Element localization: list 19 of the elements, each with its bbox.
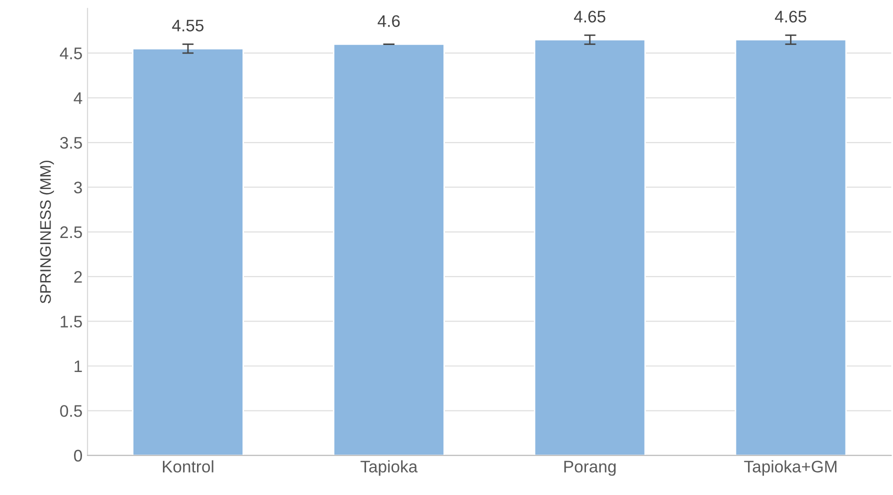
y-tick-label: 4 [74, 92, 82, 104]
y-tick-label: 2.5 [60, 226, 82, 238]
y-tick-label: 0 [74, 450, 82, 462]
x-tick-label: Tapioka [360, 460, 418, 476]
y-tick-label: 2 [74, 271, 82, 283]
x-tick-label: Kontrol [162, 460, 214, 473]
data-label: 4.65 [574, 10, 606, 23]
data-label: 4.6 [378, 15, 400, 27]
data-label: 4.55 [172, 20, 204, 32]
y-tick-label: 0.5 [60, 405, 82, 417]
y-tick-label: 1.5 [60, 316, 82, 328]
y-tick-label: 3 [74, 182, 82, 194]
x-tick-label: Porang [564, 460, 616, 476]
y-tick-label: 4.5 [60, 48, 82, 60]
y-tick-label: 1 [74, 360, 82, 372]
data-label: 4.65 [774, 10, 806, 23]
x-tick-label: Tapioka+GM [744, 460, 836, 476]
y-tick-label: 3.5 [60, 136, 82, 149]
y-axis-title: SPRINGINESS (MM) [40, 160, 54, 304]
